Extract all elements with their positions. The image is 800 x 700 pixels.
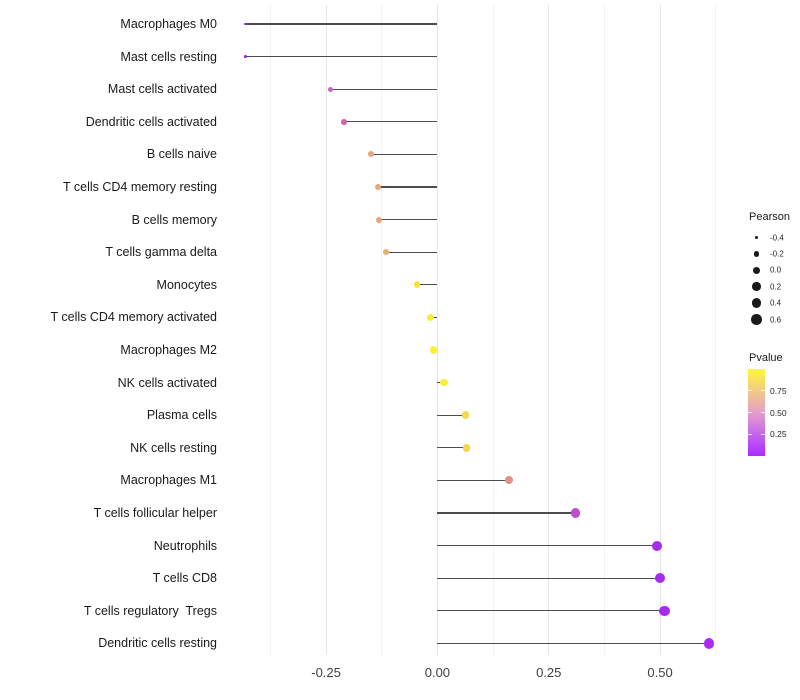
category-label: Mast cells resting	[120, 49, 217, 64]
category-label: T cells follicular helper	[93, 506, 217, 520]
pvalue-tick-mark	[748, 412, 752, 413]
pearson-legend-title: Pearson	[749, 211, 790, 223]
pearson-legend-dot	[754, 235, 758, 240]
category-label: Mast cells activated	[107, 82, 217, 97]
lollipop-dot	[440, 378, 448, 387]
major-gridline	[325, 5, 327, 655]
lollipop-dot	[659, 605, 670, 616]
pvalue-tick-mark	[761, 412, 765, 413]
pearson-legend-label: -0.2	[770, 249, 784, 259]
category-label: Macrophages M0	[120, 17, 217, 31]
lollipop-stem	[430, 316, 438, 319]
lollipop-dot	[413, 281, 421, 289]
category-label: Macrophages M2	[120, 343, 217, 357]
minor-gridline	[715, 5, 717, 655]
x-axis-tick-label: 0.00	[424, 665, 451, 680]
category-label: T cells CD4 memory resting	[63, 180, 217, 194]
lollipop-stem	[437, 414, 466, 416]
category-label: T cells gamma delta	[105, 245, 217, 260]
pearson-legend-dot	[751, 298, 762, 308]
lollipop-stem	[416, 284, 438, 286]
pvalue-tick-mark	[761, 433, 765, 435]
lollipop-dot	[367, 151, 374, 158]
major-gridline	[548, 5, 550, 655]
lollipop-dot	[375, 216, 383, 223]
lollipop-dot	[244, 22, 248, 26]
pearson-legend-label: 0.2	[770, 282, 782, 292]
pearson-legend-label: 0.0	[770, 265, 782, 275]
lollipop-stem	[437, 544, 658, 547]
lollipop-dot	[504, 476, 513, 485]
category-label: Macrophages M1	[120, 473, 217, 488]
pvalue-tick-mark	[761, 390, 765, 392]
pearson-legend-label: -0.4	[770, 233, 784, 242]
category-label: Dendritic cells activated	[85, 114, 217, 129]
lollipop-dot	[652, 540, 663, 551]
pvalue-gradient-bar	[748, 369, 765, 456]
lollipop-dot	[654, 573, 665, 584]
lollipop-stem	[330, 88, 438, 90]
lollipop-dot	[462, 444, 471, 452]
category-label: Neutrophils	[153, 538, 217, 553]
category-label: NK cells activated	[117, 375, 217, 390]
category-label: Plasma cells	[146, 408, 217, 423]
lollipop-dot	[427, 313, 435, 321]
pearson-legend-dot	[752, 282, 761, 291]
category-label: B cells memory	[131, 212, 217, 227]
lollipop-dot	[244, 55, 248, 59]
category-label: NK cells resting	[130, 440, 217, 455]
lollipop-stem	[245, 23, 438, 25]
minor-gridline	[269, 5, 271, 655]
pvalue-tick-mark	[748, 433, 752, 435]
pearson-legend-dot	[751, 314, 762, 325]
pearson-legend-dot	[752, 266, 760, 274]
lollipop-stem	[386, 251, 438, 253]
lollipop-stem	[437, 577, 660, 579]
minor-gridline	[603, 5, 605, 655]
x-axis-tick-label: 0.25	[536, 665, 562, 680]
minor-gridline	[492, 5, 494, 655]
lollipop-dot	[341, 119, 347, 125]
lollipop-dot	[375, 183, 382, 191]
major-gridline	[436, 5, 438, 655]
category-label: T cells CD8	[152, 571, 217, 586]
lollipop-dot	[461, 411, 470, 419]
lollipop-dot	[327, 86, 334, 92]
pvalue-tick-label: 0.25	[770, 429, 787, 440]
pearson-legend-label: 0.4	[770, 298, 782, 308]
pearson-legend-dot	[753, 251, 760, 257]
lollipop-stem	[370, 153, 438, 156]
lollipop-dot	[703, 638, 715, 649]
lollipop-stem	[437, 642, 710, 645]
lollipop-stem	[437, 479, 509, 482]
pvalue-tick-mark	[748, 390, 752, 392]
lollipop-dot	[383, 249, 390, 256]
lollipop-stem	[343, 121, 438, 123]
lollipop-stem	[378, 186, 438, 188]
category-label: Dendritic cells resting	[98, 636, 217, 651]
pearson-legend-label: 0.6	[770, 315, 782, 324]
minor-gridline	[381, 5, 383, 655]
pvalue-tick-label: 0.75	[770, 385, 787, 396]
lollipop-stem	[245, 55, 438, 58]
category-label: Monocytes	[156, 277, 217, 292]
x-axis-tick-label: 0.50	[647, 665, 673, 680]
pvalue-legend-title: Pvalue	[749, 352, 783, 364]
lollipop-stem	[437, 610, 665, 612]
category-label: B cells naive	[146, 147, 217, 162]
lollipop-dot	[430, 346, 438, 354]
major-gridline	[659, 5, 661, 655]
category-label: T cells regulatory Tregs	[83, 603, 217, 618]
pvalue-tick-label: 0.50	[770, 407, 787, 418]
lollipop-stem	[437, 447, 467, 449]
category-label: T cells CD4 memory activated	[50, 310, 218, 325]
lollipop-stem	[379, 218, 438, 221]
lollipop-dot	[570, 508, 580, 518]
x-axis-tick-label: -0.25	[311, 665, 341, 680]
lollipop-stem	[437, 512, 576, 514]
